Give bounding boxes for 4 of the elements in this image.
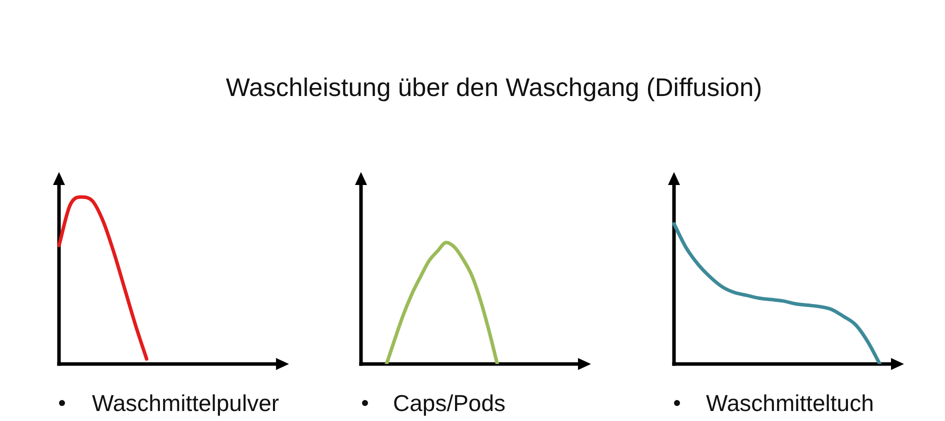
chart-title: Waschleistung über den Waschgang (Diffusion): [224, 73, 764, 103]
x-axis-title: Waschmitteltuch: [706, 390, 874, 416]
x-axis-title: Waschmittelpulver: [92, 390, 280, 416]
x-axis-title: Caps/Pods: [393, 390, 506, 416]
